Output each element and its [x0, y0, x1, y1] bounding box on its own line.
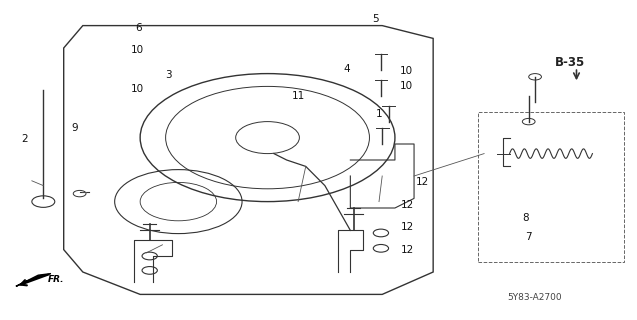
- Text: 12: 12: [401, 200, 414, 210]
- Polygon shape: [16, 274, 51, 286]
- Text: 10: 10: [400, 66, 413, 76]
- Text: B-35: B-35: [555, 56, 585, 69]
- Text: 12: 12: [416, 177, 429, 188]
- Text: 8: 8: [522, 212, 529, 223]
- Text: 11: 11: [292, 91, 304, 101]
- Text: 9: 9: [72, 123, 78, 133]
- Text: 3: 3: [166, 70, 172, 80]
- Text: 2: 2: [21, 134, 27, 144]
- Text: 7: 7: [526, 232, 532, 242]
- Text: FR.: FR.: [48, 276, 64, 284]
- Text: 6: 6: [136, 23, 142, 33]
- Bar: [478, 112, 624, 262]
- Text: 12: 12: [401, 222, 414, 232]
- Text: 1: 1: [376, 108, 382, 119]
- Text: 12: 12: [401, 244, 414, 255]
- Text: 10: 10: [400, 81, 413, 92]
- Text: 4: 4: [344, 64, 350, 74]
- Text: 5Y83-A2700: 5Y83-A2700: [508, 293, 562, 302]
- Text: 5: 5: [373, 14, 379, 24]
- Text: 10: 10: [131, 44, 143, 55]
- Text: 10: 10: [131, 84, 143, 94]
